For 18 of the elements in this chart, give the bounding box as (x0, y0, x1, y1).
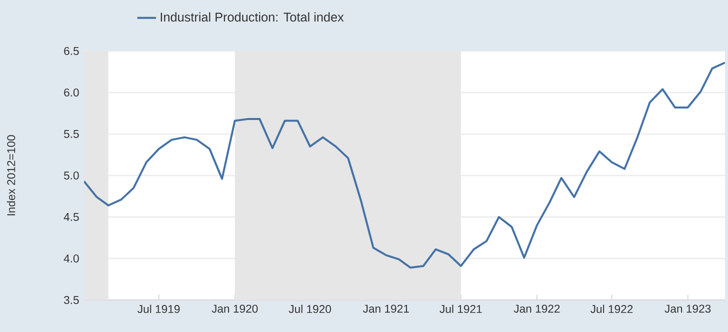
x-tick-label: Jan 1921 (362, 304, 409, 313)
y-axis-title: Index 2012=100 (6, 135, 16, 216)
y-tick-label: 3.5 (64, 296, 79, 304)
x-tick-label: Jul 1919 (138, 304, 180, 314)
x-tick-label: Jan 1922 (514, 304, 560, 313)
y-tick-label: 5.0 (64, 171, 79, 180)
y-tick-label: 4.0 (64, 254, 79, 263)
x-tick-label: Jul 1921 (440, 304, 482, 314)
y-tick-label: 4.5 (64, 213, 79, 221)
y-tick-label: 6.5 (64, 46, 79, 56)
y-tick-label: 5.5 (64, 130, 79, 138)
x-tick-label: Jan 1920 (212, 304, 258, 313)
line-series (84, 62, 726, 269)
x-tick-label: Jan 1923 (664, 304, 711, 313)
x-tick-label: Jul 1922 (590, 304, 633, 314)
legend-label: Industrial Production: Total index (160, 12, 344, 22)
x-tick-label: Jul 1920 (288, 304, 332, 314)
y-tick-label: 6.0 (64, 88, 79, 97)
